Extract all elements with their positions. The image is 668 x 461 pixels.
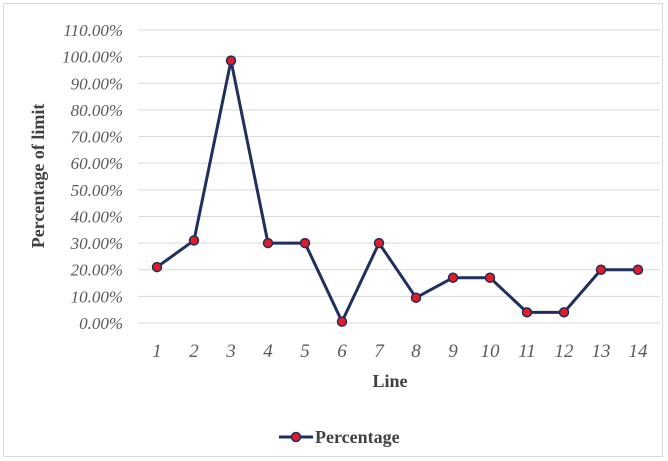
x-axis-title: Line bbox=[372, 371, 407, 391]
y-tick-label: 0.00% bbox=[79, 314, 123, 333]
chart-frame bbox=[3, 3, 663, 457]
x-tick-label: 9 bbox=[448, 341, 458, 362]
y-tick-label: 110.00% bbox=[63, 21, 123, 40]
data-point bbox=[521, 307, 533, 318]
x-tick-label: 4 bbox=[263, 341, 273, 362]
data-point bbox=[484, 272, 496, 283]
x-tick-label: 8 bbox=[411, 341, 421, 362]
x-tick-label: 14 bbox=[629, 341, 649, 362]
y-tick-label: 50.00% bbox=[71, 181, 123, 200]
y-tick-label: 90.00% bbox=[71, 74, 123, 93]
data-point bbox=[299, 237, 311, 249]
x-tick-label: 12 bbox=[555, 341, 575, 362]
x-tick-label: 1 bbox=[152, 341, 162, 362]
y-tick-label: 10.00% bbox=[71, 287, 123, 306]
x-tick-label: 10 bbox=[481, 341, 501, 362]
x-tick-label: 11 bbox=[518, 341, 536, 362]
y-tick-label: 60.00% bbox=[71, 154, 123, 173]
legend: Percentage bbox=[279, 427, 400, 447]
data-point bbox=[410, 292, 422, 303]
data-point bbox=[151, 261, 163, 273]
x-tick-label: 13 bbox=[592, 341, 611, 362]
x-tick-label: 2 bbox=[189, 341, 199, 362]
x-tick-label: 6 bbox=[337, 341, 347, 362]
data-point bbox=[262, 237, 274, 249]
data-point bbox=[632, 264, 644, 275]
x-tick-label: 3 bbox=[225, 341, 236, 362]
y-tick-label: 40.00% bbox=[71, 207, 123, 226]
y-tick-label: 70.00% bbox=[71, 128, 123, 147]
y-tick-label: 30.00% bbox=[70, 234, 123, 253]
data-point bbox=[373, 237, 385, 249]
legend-marker-swatch bbox=[290, 431, 302, 443]
y-tick-label: 80.00% bbox=[71, 101, 123, 120]
y-tick-label: 20.00% bbox=[71, 261, 123, 280]
x-tick-label: 7 bbox=[374, 341, 385, 362]
x-tick-label: 5 bbox=[300, 341, 310, 362]
data-point bbox=[447, 272, 459, 283]
data-point bbox=[225, 55, 237, 66]
data-point bbox=[336, 316, 348, 327]
legend-label-percentage: Percentage bbox=[315, 427, 400, 447]
data-point bbox=[188, 235, 200, 246]
y-tick-label: 100.00% bbox=[62, 48, 123, 67]
data-point bbox=[595, 264, 607, 275]
series-percentage bbox=[151, 55, 644, 327]
x-axis-tick-labels: 1 2 3 4 5 6 7 8 9 10 11 12 13 14 bbox=[152, 341, 648, 362]
gridlines bbox=[138, 29, 660, 324]
y-axis-tick-labels: 0.00% 10.00% 20.00% 30.00% 40.00% 50.00% 60.00… bbox=[62, 21, 123, 333]
data-point bbox=[558, 307, 570, 318]
series-line bbox=[156, 59, 638, 324]
y-axis-title: Percentage of limit bbox=[28, 104, 48, 249]
